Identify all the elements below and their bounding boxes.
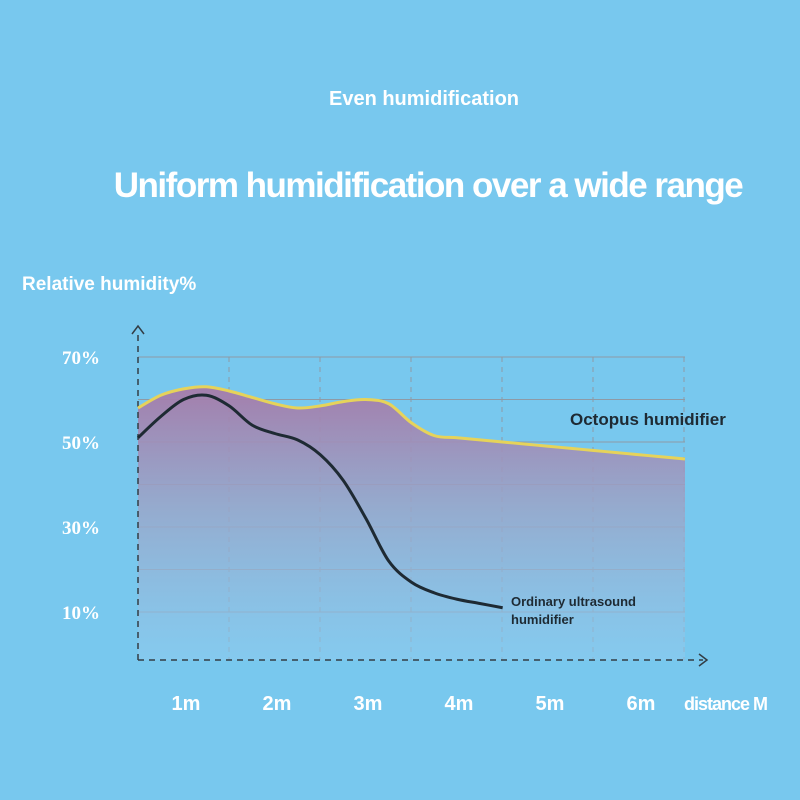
page-title: Uniform humidification over a wide range: [113, 166, 744, 205]
y-tick-label: 10%: [62, 603, 100, 624]
y-tick-label: 30%: [62, 518, 100, 539]
octopus-area-fill: [138, 386, 685, 660]
series-label-octopus: Octopus humidifier: [570, 410, 726, 429]
x-tick-label: 3m: [354, 693, 383, 715]
x-axis-arrow: [698, 653, 709, 667]
y-axis-arrow: [131, 324, 145, 335]
x-tick-label: 5m: [536, 693, 565, 715]
x-tick-label: 1m: [172, 693, 201, 715]
y-tick-label: 50%: [62, 433, 100, 454]
series-label-ordinary-2: humidifier: [511, 612, 574, 627]
subtitle: Even humidification: [328, 88, 520, 110]
series-line-octopus: [137, 385, 686, 461]
y-tick-labels: 70% 50% 30% 10%: [62, 348, 100, 624]
x-axis-label: distance M: [684, 694, 767, 714]
series-line-ordinary: [136, 393, 503, 610]
x-tick-label: 4m: [445, 693, 474, 715]
axes: [131, 324, 709, 667]
x-tick-labels: 1m 2m 3m 4m 5m 6m: [172, 693, 656, 715]
y-tick-label: 70%: [62, 348, 100, 369]
y-axis-label: Relative humidity%: [22, 274, 196, 295]
x-tick-label: 2m: [263, 693, 292, 715]
series-label-ordinary-1: Ordinary ultrasound: [511, 594, 636, 609]
x-tick-label: 6m: [627, 693, 656, 715]
